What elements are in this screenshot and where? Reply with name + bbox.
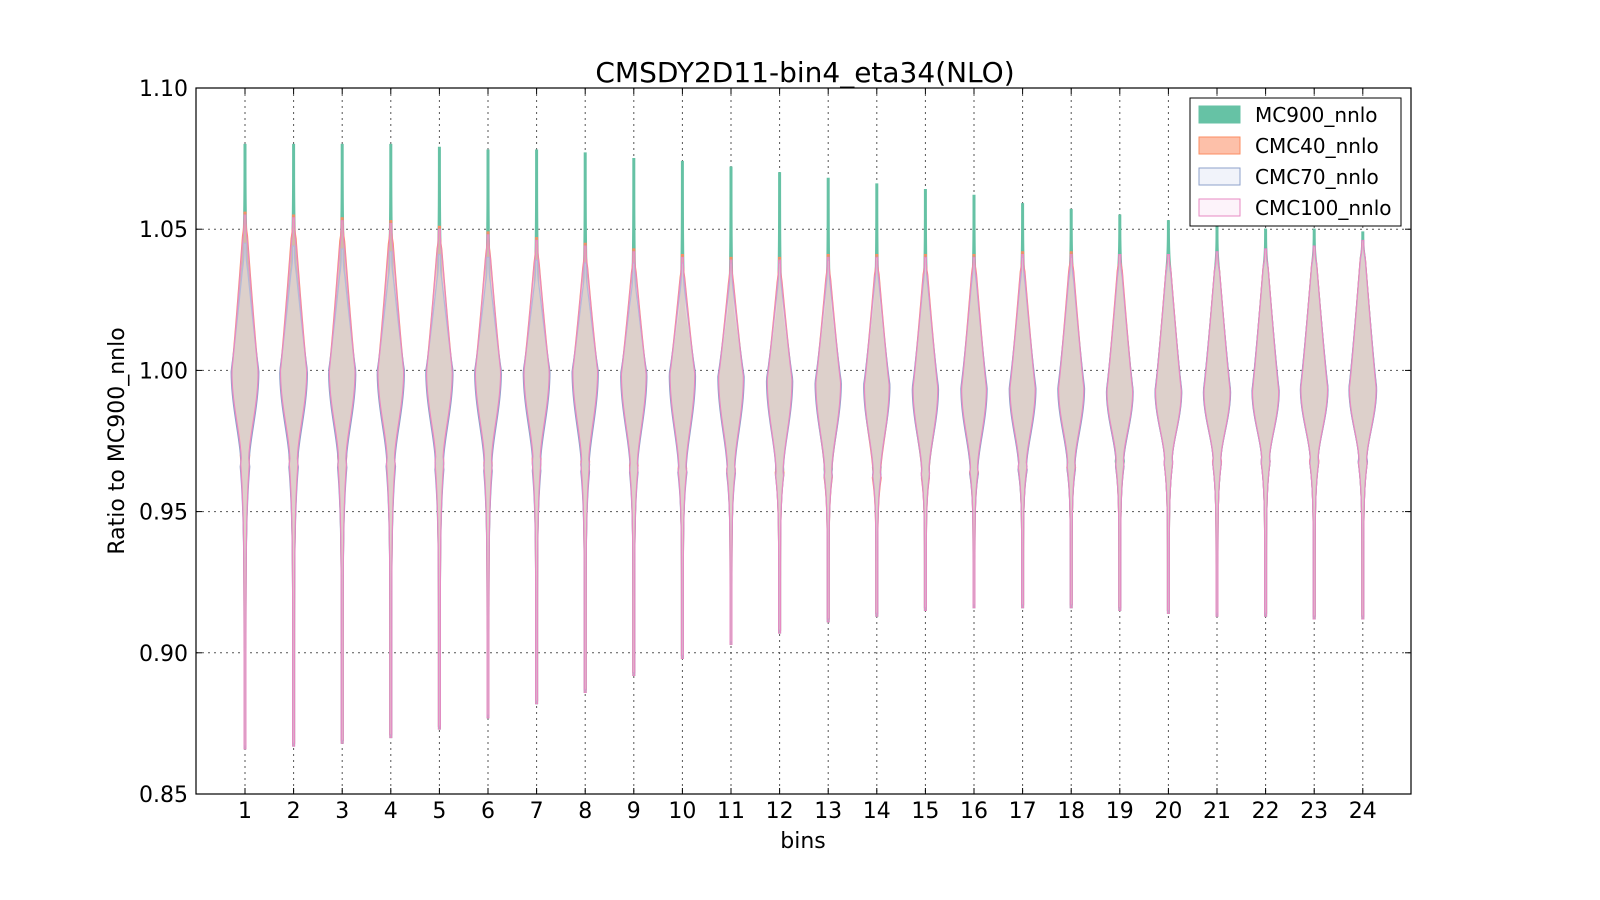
x-tick-label: 4 [384, 799, 398, 824]
y-axis-label: Ratio to MC900_nnlo [105, 327, 130, 554]
x-tick-label: 20 [1154, 799, 1182, 824]
x-tick-label: 9 [627, 799, 641, 824]
violin-CMC100_nnlo-bin-6 [474, 234, 502, 719]
chart-title: CMSDY2D11-bin4_eta34(NLO) [595, 56, 1014, 89]
violin-series-CMC70_nnlo [230, 239, 1378, 747]
x-tick-label: 13 [814, 799, 842, 824]
violin-CMC100_nnlo-bin-16 [961, 256, 987, 609]
legend-label-CMC100_nnlo: CMC100_nnlo [1255, 196, 1392, 220]
violin-CMC100_nnlo-bin-7 [523, 239, 550, 705]
x-tick-label: 21 [1203, 799, 1231, 824]
tick-layer: 0.850.900.951.001.051.101 2 3 4 5 6 7 8 9 10 11 12 1… [139, 77, 1411, 824]
violin-CMC100_nnlo-bin-9 [620, 251, 647, 676]
legend-label-CMC40_nnlo: CMC40_nnlo [1255, 134, 1379, 158]
x-tick-label: 6 [481, 799, 495, 824]
plot-frame [195, 87, 1412, 795]
legend-swatch-CMC70_nnlo [1198, 167, 1241, 186]
violin-CMC100_nnlo-bin-11 [718, 259, 744, 645]
x-tick-label: 17 [1009, 799, 1037, 824]
x-tick-label: 14 [863, 799, 891, 824]
violin-series-CMC100_nnlo [231, 214, 1377, 750]
x-tick-label: 3 [335, 799, 349, 824]
violin-CMC100_nnlo-bin-15 [912, 256, 939, 612]
x-tick-label: 7 [530, 799, 544, 824]
y-tick-label: 1.00 [139, 359, 188, 384]
violin-CMC100_nnlo-bin-4 [377, 222, 405, 739]
y-tick-label: 1.05 [139, 218, 188, 243]
x-tick-label: 2 [287, 799, 301, 824]
y-tick-label: 1.10 [139, 77, 188, 102]
violin-CMC100_nnlo-bin-20 [1154, 254, 1182, 614]
x-tick-label: 19 [1106, 799, 1134, 824]
violin-CMC100_nnlo-bin-12 [766, 259, 793, 634]
x-tick-label: 18 [1057, 799, 1085, 824]
legend-swatch-MC900_nnlo [1198, 105, 1241, 124]
x-tick-label: 16 [960, 799, 988, 824]
legend-swatch-CMC100_nnlo [1198, 198, 1241, 217]
violin-CMC100_nnlo-bin-18 [1057, 254, 1085, 609]
legend-items: MC900_nnlo CMC40_nnlo CMC70_nnlo CMC100_nnl… [1198, 103, 1392, 220]
legend-label-MC900_nnlo: MC900_nnlo [1255, 103, 1378, 127]
violin-layer [230, 143, 1378, 750]
violin-CMC100_nnlo-bin-3 [328, 220, 356, 744]
x-tick-label: 11 [717, 799, 745, 824]
y-tick-label: 0.85 [139, 783, 188, 808]
violin-CMC100_nnlo-bin-14 [863, 256, 890, 617]
violin-CMC100_nnlo-bin-21 [1203, 251, 1231, 617]
x-tick-label: 24 [1349, 799, 1377, 824]
violin-CMC100_nnlo-bin-22 [1251, 248, 1280, 617]
violin-CMC100_nnlo-bin-5 [425, 228, 453, 730]
violin-CMC100_nnlo-bin-17 [1009, 254, 1036, 609]
x-tick-label: 12 [766, 799, 794, 824]
violin-CMC100_nnlo-bin-24 [1348, 239, 1377, 620]
x-tick-label: 23 [1300, 799, 1328, 824]
legend: MC900_nnlo CMC40_nnlo CMC70_nnlo CMC100_nnl… [1189, 97, 1402, 227]
x-axis-label: bins [780, 829, 825, 854]
violin-CMC100_nnlo-bin-19 [1106, 254, 1134, 612]
x-tick-label: 15 [911, 799, 939, 824]
violin-series-MC900_nnlo [231, 143, 1377, 750]
violin-series-CMC40_nnlo [231, 211, 1378, 747]
violin-CMC100_nnlo-bin-10 [669, 256, 696, 660]
x-tick-label: 1 [238, 799, 252, 824]
violin-CMC100_nnlo-bin-8 [572, 245, 599, 693]
x-tick-label: 5 [432, 799, 446, 824]
legend-swatch-CMC40_nnlo [1198, 136, 1241, 155]
violin-CMC100_nnlo-bin-13 [815, 256, 842, 623]
x-tick-label: 8 [578, 799, 592, 824]
y-tick-label: 0.90 [139, 642, 188, 667]
x-tick-label: 22 [1252, 799, 1280, 824]
legend-label-CMC70_nnlo: CMC70_nnlo [1255, 165, 1379, 189]
violin-CMC100_nnlo-bin-1 [231, 214, 259, 750]
x-tick-label: 10 [668, 799, 696, 824]
violin-CMC100_nnlo-bin-2 [279, 217, 308, 747]
y-tick-label: 0.95 [139, 501, 188, 526]
violin-CMC100_nnlo-bin-23 [1300, 245, 1329, 620]
